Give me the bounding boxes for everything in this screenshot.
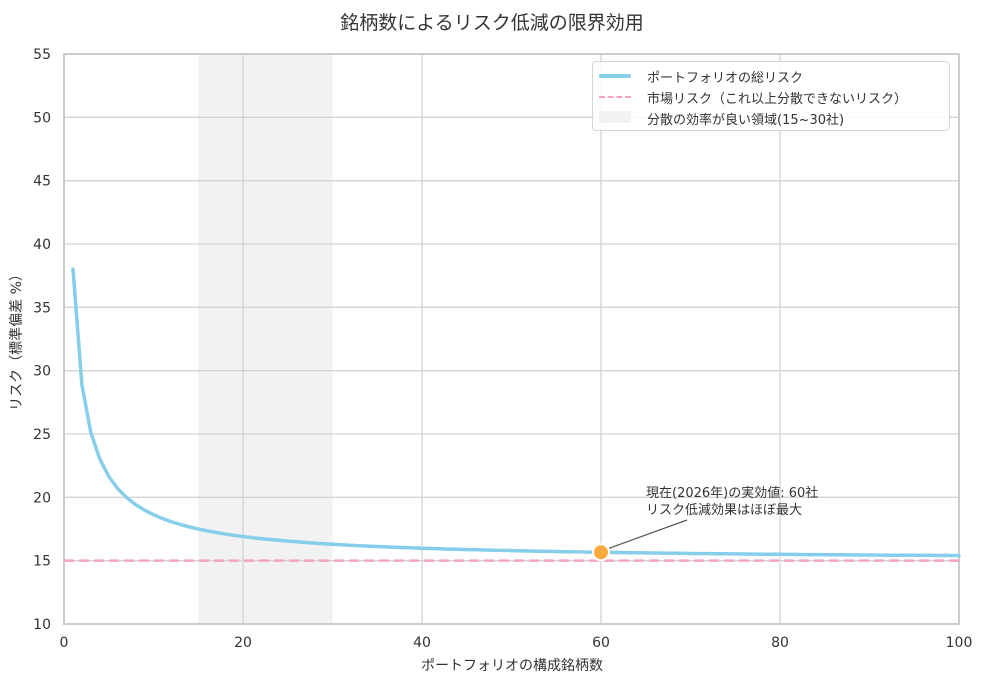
x-tick-label: 0 (60, 635, 69, 651)
y-tick-label: 35 (33, 300, 51, 316)
legend-label: 市場リスク（これ以上分散できないリスク） (647, 91, 908, 107)
y-tick-label: 55 (33, 47, 51, 63)
data-series (64, 267, 961, 562)
legend-item-efficient-region: 分散の効率が良い領域(15~30社) (599, 108, 844, 128)
y-tick-label: 15 (33, 554, 51, 570)
legend: ポートフォリオの総リスク 市場リスク（これ以上分散できないリスク） 分散の効率が… (592, 61, 950, 131)
efficient-region-band (198, 54, 333, 624)
annotation-arrow (592, 519, 688, 562)
y-tick-label: 40 (33, 237, 51, 253)
chart-title: 銘柄数によるリスク低減の限界効用 (340, 12, 644, 34)
x-tick-label: 60 (592, 635, 610, 651)
legend-item-total-risk: ポートフォリオの総リスク (599, 66, 803, 86)
tick-labels: 0 20 40 60 80 100 10 15 20 25 30 35 40 45 50 55 (33, 47, 972, 651)
y-tick-label: 30 (33, 364, 51, 380)
x-tick-label: 80 (771, 635, 789, 651)
x-axis-label: ポートフォリオの構成銘柄数 (421, 658, 603, 674)
x-tick-label: 40 (413, 635, 431, 651)
legend-label: 分散の効率が良い領域(15~30社) (647, 112, 845, 128)
axes-frame (63, 53, 960, 625)
total-risk-curve (71, 267, 961, 558)
y-tick-label: 50 (33, 110, 51, 126)
line-swatch-icon (599, 71, 631, 81)
legend-label: ポートフォリオの総リスク (647, 70, 804, 86)
band-swatch-icon (599, 111, 631, 123)
legend-item-market-risk: 市場リスク（これ以上分散できないリスク） (599, 87, 907, 107)
y-axis-label: リスク（標準偏差 %） (9, 267, 25, 411)
y-tick-label: 20 (33, 490, 51, 506)
y-tick-label: 10 (33, 617, 51, 633)
y-tick-label: 25 (33, 427, 51, 443)
highlight-marker (592, 543, 610, 562)
x-tick-label: 100 (946, 635, 973, 651)
annotation-line-2: リスク低減効果はほぼ最大 (646, 503, 803, 518)
annotation-line-1: 現在(2026年)の実効値: 60社 (646, 486, 819, 501)
y-tick-label: 45 (33, 174, 51, 190)
annotation-text: 現在(2026年)の実効値: 60社 リスク低減効果はほぼ最大 (646, 485, 818, 519)
x-tick-label: 20 (234, 635, 252, 651)
dashed-line-swatch-icon (599, 92, 631, 102)
